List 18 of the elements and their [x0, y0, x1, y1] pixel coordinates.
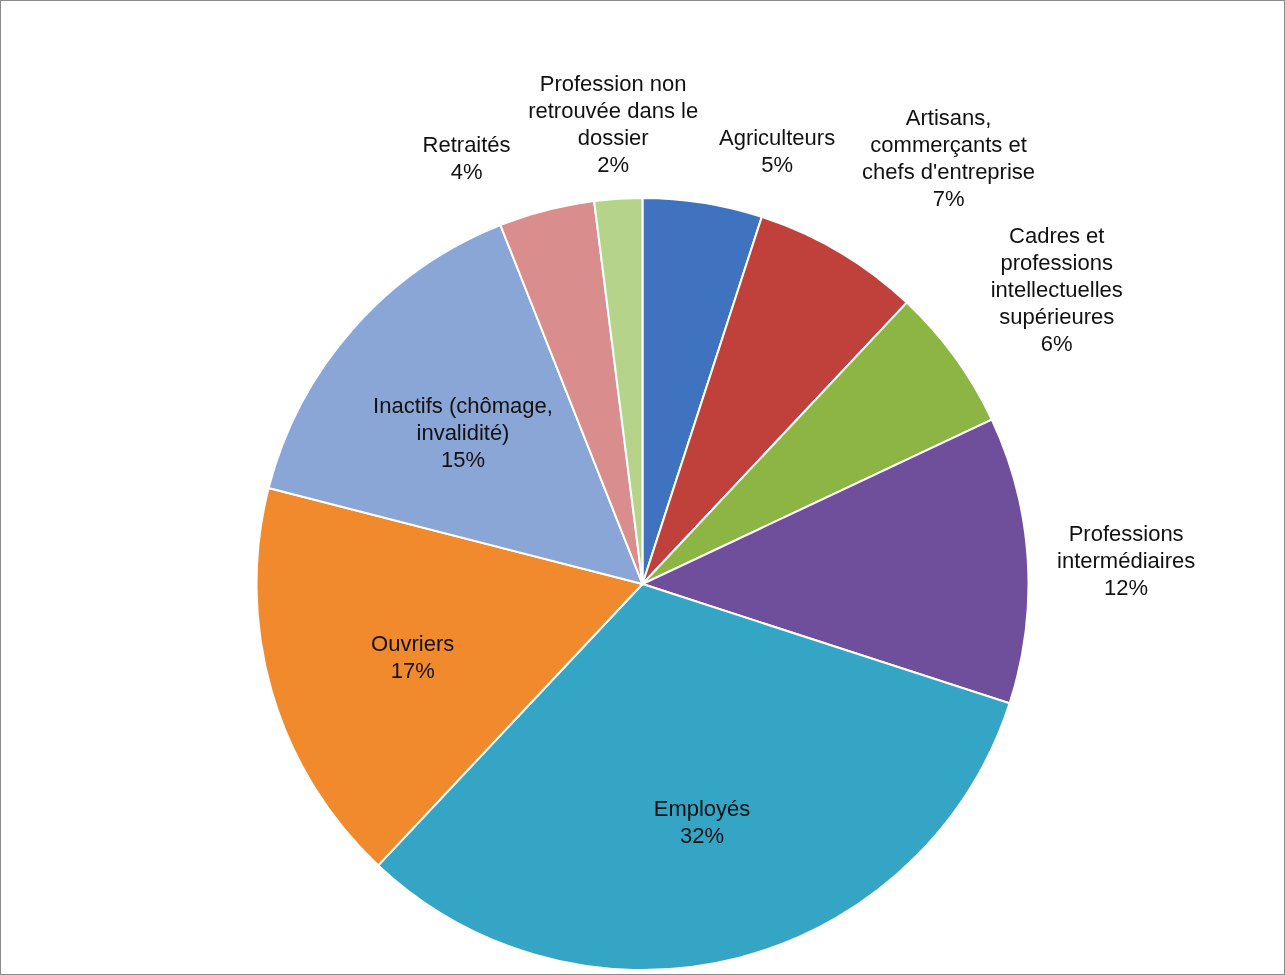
slice-label: Agriculteurs: [718, 125, 836, 151]
data-label: 6%: [1040, 331, 1073, 357]
slice-label: Artisans, commerçants et chefs d'entreprise: [862, 104, 1036, 184]
data-label: 4%: [450, 159, 483, 185]
data-label: 17%: [390, 658, 435, 684]
data-label: 12%: [1104, 574, 1149, 600]
data-label: 5%: [761, 152, 793, 178]
slice-label: Professions intermédiaires: [1057, 520, 1196, 573]
slice-label: Inactifs (chômage, invalidité): [373, 392, 553, 445]
slice-label: Profession non retrouvée dans le dossier: [528, 70, 699, 150]
data-label: 15%: [440, 446, 486, 472]
slice-label: Cadres et professions intellectuelles supérieures: [990, 223, 1123, 330]
data-label: 7%: [932, 185, 965, 211]
slice-label: Employés: [653, 796, 751, 822]
slice-label: Retraités: [422, 132, 511, 158]
slice-label: Ouvriers: [371, 631, 455, 657]
data-label: 32%: [679, 823, 725, 849]
data-label: 2%: [597, 151, 630, 177]
